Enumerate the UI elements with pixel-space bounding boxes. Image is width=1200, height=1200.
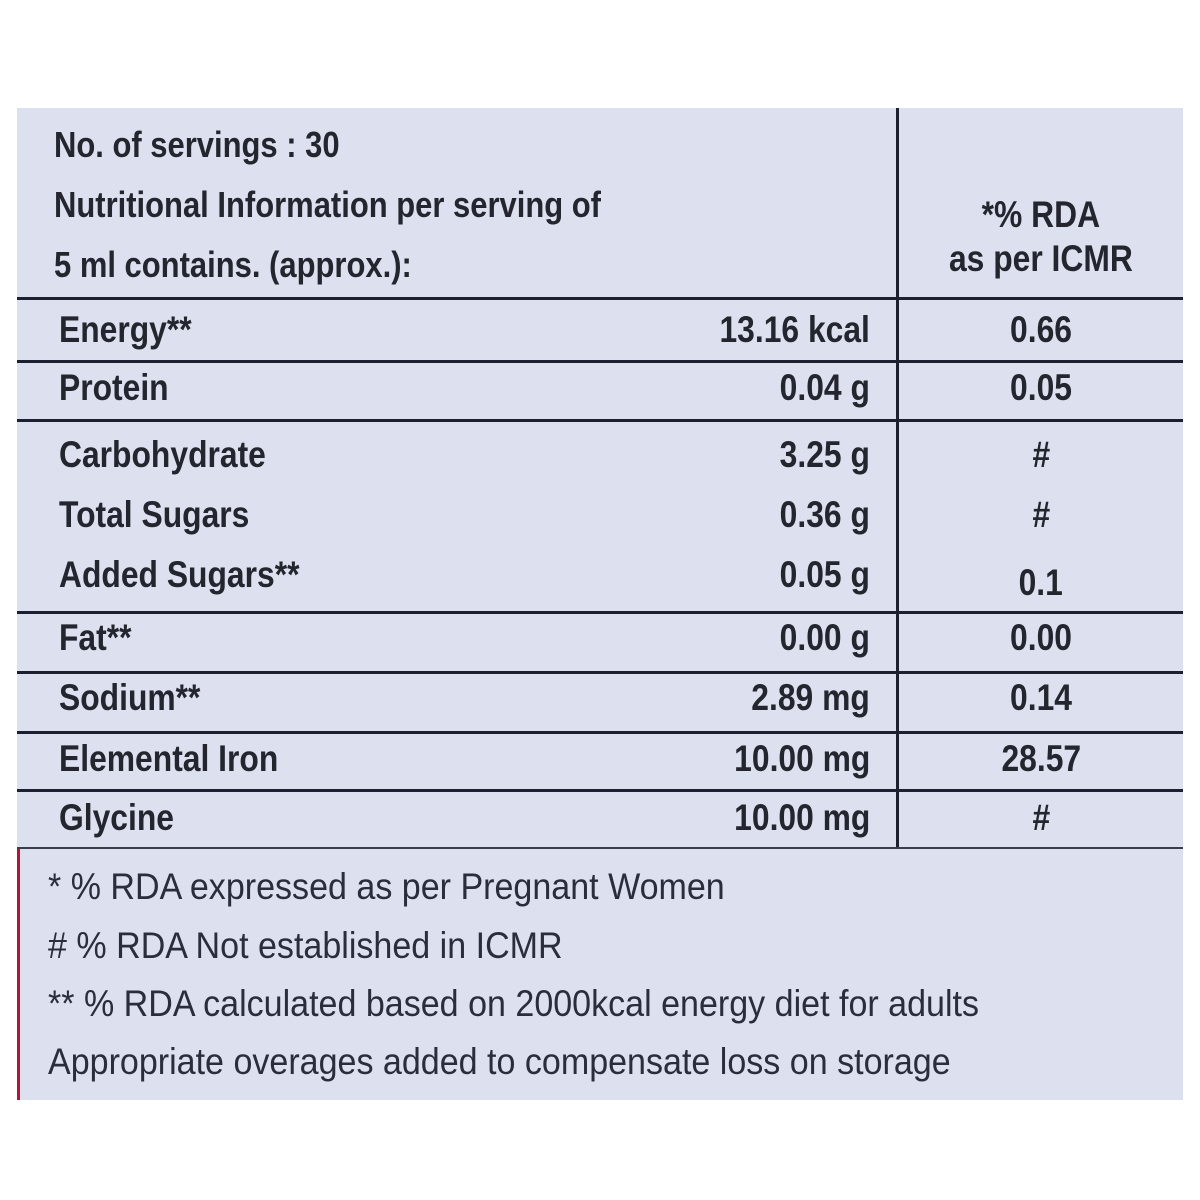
nutrient-name: Protein [59,367,169,408]
nutrient-amount: 0.04 g [779,367,870,408]
footnote-2000kcal: ** % RDA calculated based on 2000kcal en… [48,983,980,1024]
rda-value: 0.14 [1010,677,1072,718]
nutrient-name: Elemental Iron [59,738,279,779]
nutrient-rda: 0.14 [899,677,1183,719]
rda-value: # [1032,494,1050,535]
nutrient-name: Added Sugars** [59,554,300,595]
nutrient-amount: 3.25 g [779,434,870,475]
footnote-pregnant-women: * % RDA expressed as per Pregnant Women [48,866,725,907]
nutrient-amount: 2.89 mg [751,677,870,718]
rda-header-line-2: as per ICMR [949,238,1133,279]
nutrient-rda: # [899,494,1183,536]
header-rule [17,297,1183,300]
rda-value: 28.57 [1001,738,1081,779]
column-divider [896,108,899,848]
rda-column-header: *% RDA as per ICMR [899,193,1183,281]
nutrient-name: Glycine [59,797,174,838]
nutrient-rda: # [899,797,1183,839]
nutrient-name: Total Sugars [59,494,250,535]
nutrient-amount: 0.00 g [779,617,870,658]
nutrition-label-panel [17,108,1183,1100]
rda-value: 0.1 [1018,562,1064,603]
table-bottom-rule [17,847,1183,849]
nutrient-rda: 28.57 [899,738,1183,780]
row-rule [17,789,1183,792]
rda-header-line-1: *% RDA [981,194,1101,235]
nutrient-amount: 10.00 mg [733,797,870,838]
nutrient-name: Fat** [59,617,132,658]
nutrient-name: Sodium** [59,677,201,718]
row-rule [17,419,1183,422]
row-rule [17,360,1183,363]
nutrient-amount: 10.00 mg [733,738,870,779]
nutrient-rda: 0.66 [899,309,1183,351]
rda-value: # [1032,797,1050,838]
nutrient-name: Carbohydrate [59,434,266,475]
nutrient-name: Energy** [59,309,192,350]
nutrient-amount: 13.16 kcal [719,309,870,350]
footnote-not-established: # % RDA Not established in ICMR [48,925,563,966]
rda-value: 0.05 [1010,367,1072,408]
row-rule [17,731,1183,734]
info-heading-line-2: 5 ml contains. (approx.): [54,244,412,285]
servings-count: No. of servings : 30 [54,124,340,165]
nutrient-rda: 0.05 [899,367,1183,409]
info-heading-line-1: Nutritional Information per serving of [54,184,601,225]
rda-value: # [1032,434,1050,475]
row-rule [17,671,1183,674]
nutrient-amount: 0.05 g [779,554,870,595]
nutrient-rda: 0.1 [899,562,1183,604]
footnote-overages: Appropriate overages added to compensate… [48,1041,951,1082]
rda-value: 0.00 [1010,617,1072,658]
nutrient-amount: 0.36 g [779,494,870,535]
nutrient-rda: 0.00 [899,617,1183,659]
row-rule [17,611,1183,614]
nutrient-rda: # [899,434,1183,476]
red-edge-accent [17,848,20,1100]
rda-value: 0.66 [1010,309,1072,350]
